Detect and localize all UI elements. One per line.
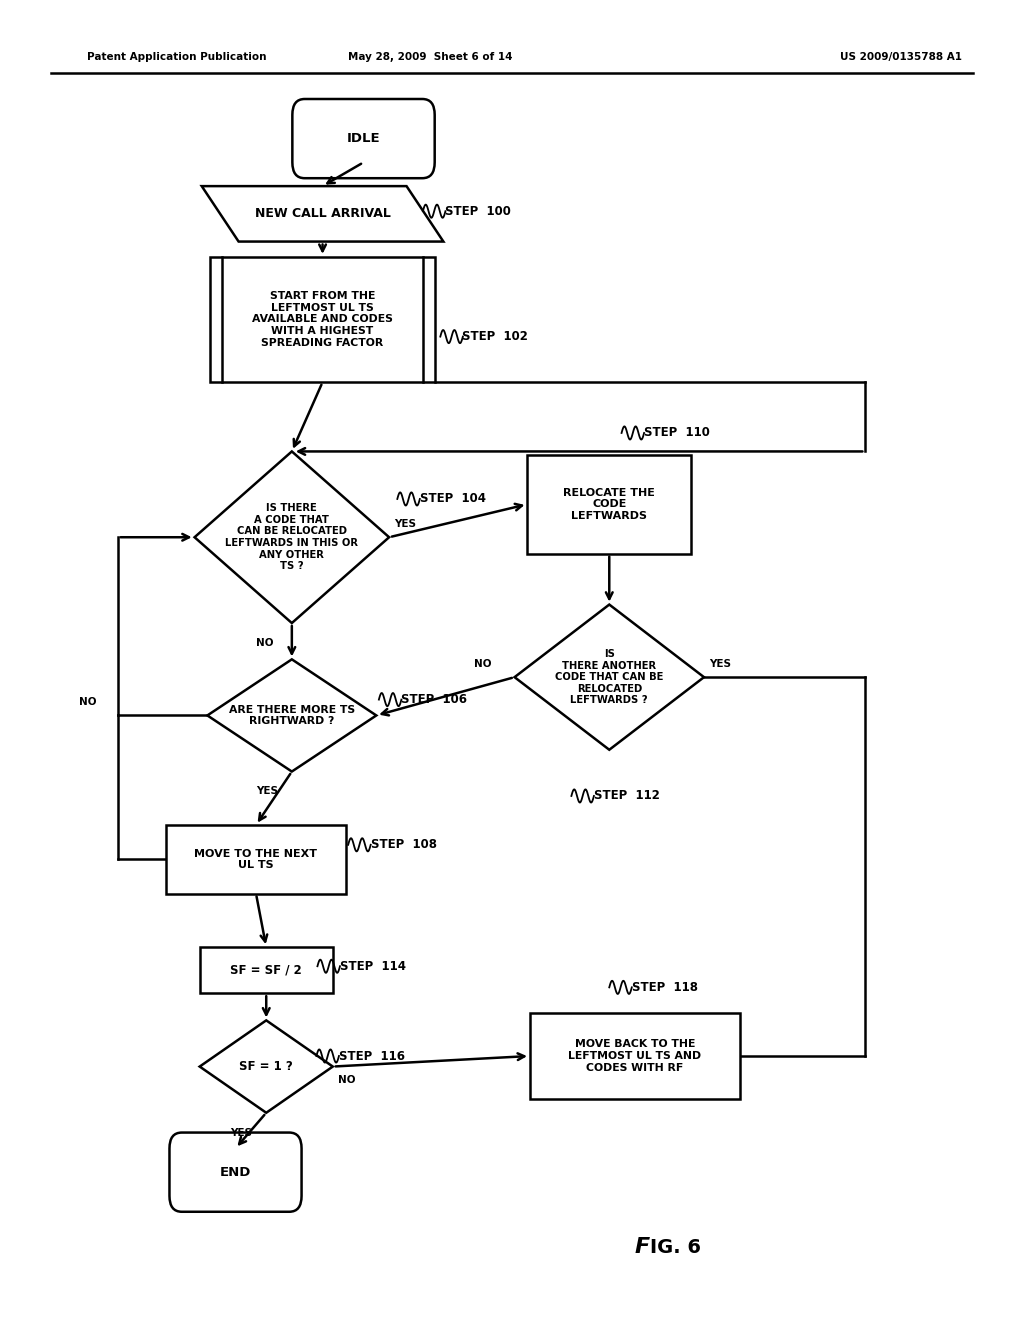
Text: May 28, 2009  Sheet 6 of 14: May 28, 2009 Sheet 6 of 14 <box>348 51 512 62</box>
Text: YES: YES <box>709 659 731 669</box>
Text: IS
THERE ANOTHER
CODE THAT CAN BE
RELOCATED
LEFTWARDS ?: IS THERE ANOTHER CODE THAT CAN BE RELOCA… <box>555 649 664 705</box>
FancyBboxPatch shape <box>293 99 434 178</box>
Polygon shape <box>195 451 389 623</box>
FancyBboxPatch shape <box>170 1133 301 1212</box>
Text: F: F <box>635 1237 650 1258</box>
Text: NO: NO <box>79 697 96 708</box>
Text: NO: NO <box>338 1074 355 1085</box>
Text: STEP  106: STEP 106 <box>401 693 467 706</box>
Text: YES: YES <box>394 519 416 529</box>
Text: SF = 1 ?: SF = 1 ? <box>240 1060 293 1073</box>
Bar <box>200 948 333 993</box>
Text: STEP  108: STEP 108 <box>371 838 436 851</box>
Polygon shape <box>514 605 705 750</box>
Text: STEP  114: STEP 114 <box>340 960 406 973</box>
Text: MOVE BACK TO THE
LEFTMOST UL TS AND
CODES WITH RF: MOVE BACK TO THE LEFTMOST UL TS AND CODE… <box>568 1039 701 1073</box>
Bar <box>166 825 346 894</box>
Text: YES: YES <box>230 1127 252 1138</box>
Text: STEP  100: STEP 100 <box>445 205 511 218</box>
Bar <box>530 1014 739 1098</box>
Text: IG. 6: IG. 6 <box>650 1238 701 1257</box>
Text: MOVE TO THE NEXT
UL TS: MOVE TO THE NEXT UL TS <box>195 849 317 870</box>
Polygon shape <box>200 1020 333 1113</box>
Text: STEP  110: STEP 110 <box>644 426 710 440</box>
Polygon shape <box>207 659 377 771</box>
Bar <box>210 256 435 383</box>
Text: YES: YES <box>256 787 278 796</box>
Text: IDLE: IDLE <box>347 132 380 145</box>
Text: NO: NO <box>473 659 492 669</box>
Text: Patent Application Publication: Patent Application Publication <box>87 51 266 62</box>
Text: US 2009/0135788 A1: US 2009/0135788 A1 <box>840 51 962 62</box>
Text: START FROM THE
LEFTMOST UL TS
AVAILABLE AND CODES
WITH A HIGHEST
SPREADING FACTO: START FROM THE LEFTMOST UL TS AVAILABLE … <box>252 292 393 347</box>
Text: STEP  102: STEP 102 <box>462 330 527 343</box>
Text: STEP  118: STEP 118 <box>632 981 697 994</box>
Text: RELOCATE THE
CODE
LEFTWARDS: RELOCATE THE CODE LEFTWARDS <box>563 487 655 521</box>
Text: NO: NO <box>256 638 273 648</box>
Text: ARE THERE MORE TS
RIGHTWARD ?: ARE THERE MORE TS RIGHTWARD ? <box>228 705 355 726</box>
Text: STEP  104: STEP 104 <box>420 492 485 506</box>
Polygon shape <box>202 186 443 242</box>
Text: END: END <box>220 1166 251 1179</box>
Text: NEW CALL ARRIVAL: NEW CALL ARRIVAL <box>255 207 390 220</box>
Text: STEP  116: STEP 116 <box>339 1049 404 1063</box>
Text: SF = SF / 2: SF = SF / 2 <box>230 964 302 977</box>
Text: IS THERE
A CODE THAT
CAN BE RELOCATED
LEFTWARDS IN THIS OR
ANY OTHER
TS ?: IS THERE A CODE THAT CAN BE RELOCATED LE… <box>225 503 358 572</box>
Text: STEP  112: STEP 112 <box>594 789 659 803</box>
Bar <box>527 454 691 554</box>
